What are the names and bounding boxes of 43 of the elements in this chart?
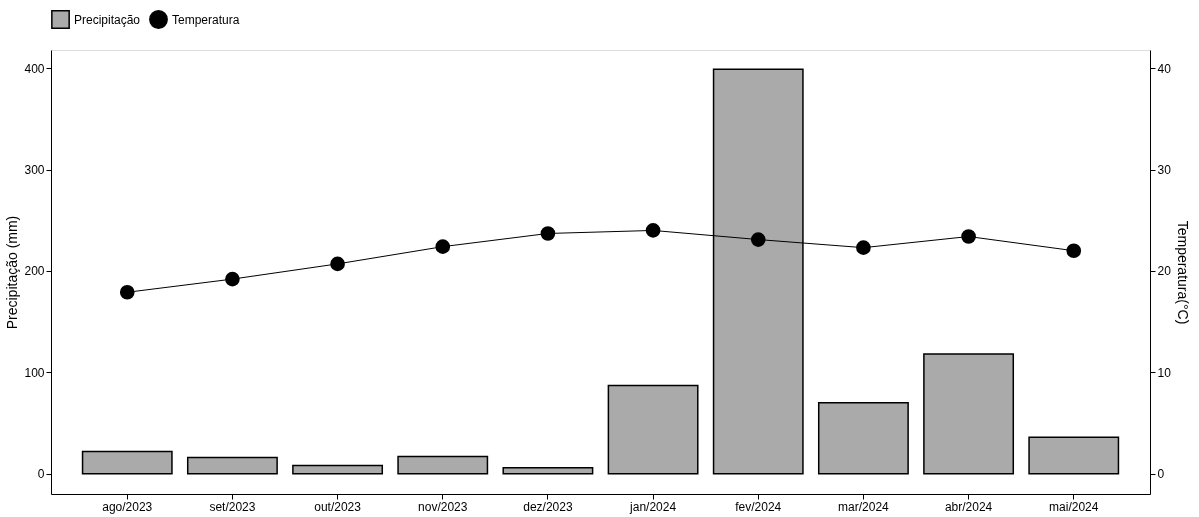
x-tick-label: fev/2024 xyxy=(735,499,782,514)
x-tick-label: ago/2023 xyxy=(102,499,153,514)
point xyxy=(119,284,135,300)
bar xyxy=(817,402,909,475)
bar xyxy=(81,450,173,475)
y2-tick-label: 10 xyxy=(1157,365,1172,380)
point xyxy=(540,226,556,241)
point xyxy=(225,271,240,287)
y2-axis-title: Temperatura(°C) xyxy=(1174,220,1191,325)
x-tick-label: nov/2023 xyxy=(418,499,468,514)
point xyxy=(750,232,766,247)
point xyxy=(961,229,976,244)
bar xyxy=(292,464,384,475)
point xyxy=(856,240,871,255)
point xyxy=(1066,243,1082,259)
bar xyxy=(186,456,278,475)
y2-tick-label: 20 xyxy=(1157,264,1172,279)
legend-label: Precipitação xyxy=(74,12,141,27)
y-tick-label: 0 xyxy=(37,467,45,482)
bar xyxy=(923,353,1015,475)
x-tick-label: abr/2024 xyxy=(944,499,993,514)
bar xyxy=(1028,436,1120,475)
y-tick-label: 300 xyxy=(24,163,45,178)
x-tick-label: jan/2024 xyxy=(629,499,677,514)
point xyxy=(645,223,661,238)
bar xyxy=(607,384,699,475)
x-tick-label: mar/2024 xyxy=(838,499,890,514)
y-tick-label: 100 xyxy=(24,365,45,380)
y-tick-label: 200 xyxy=(24,264,45,279)
x-tick-label: out/2023 xyxy=(314,499,362,514)
y-tick-label: 400 xyxy=(24,61,45,76)
y2-tick-label: 30 xyxy=(1157,163,1172,178)
y-axis-title: Precipitação (mm) xyxy=(4,215,21,330)
x-tick-label: dez/2023 xyxy=(523,499,573,514)
y2-tick-label: 40 xyxy=(1157,61,1172,76)
bar xyxy=(397,455,489,475)
bar xyxy=(502,466,594,475)
x-tick-label: set/2023 xyxy=(209,499,256,514)
point xyxy=(435,239,451,254)
point xyxy=(330,256,345,272)
legend-label: Temperatura xyxy=(172,12,240,27)
y2-tick-label: 0 xyxy=(1157,467,1165,482)
x-tick-label: mai/2024 xyxy=(1049,499,1099,514)
